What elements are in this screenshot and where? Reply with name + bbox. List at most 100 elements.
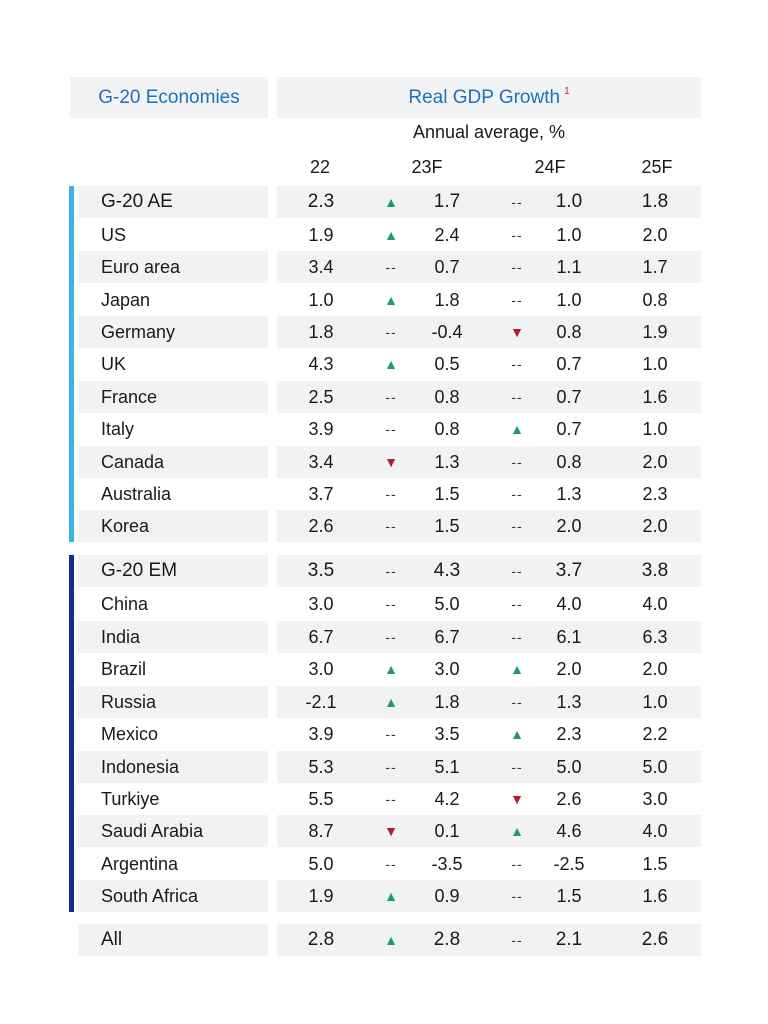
row-label-background [78,686,268,718]
value-25f: 6.3 [642,626,668,647]
trend-23f-unchanged: -- [385,563,397,579]
value-25f: 1.6 [642,885,668,906]
row-values-background [277,621,701,653]
value-25f: 2.0 [642,224,668,245]
table-row: India 6.7 -- 6.7 -- 6.1 6.3 [78,621,701,653]
table-row: Japan 1.0 ▲ 1.8 -- 1.0 0.8 [78,284,701,316]
trend-23f-unchanged: -- [385,856,397,872]
value-23f: 0.7 [434,256,460,277]
value-23f: 1.3 [434,451,460,472]
value-25f: 2.0 [642,451,668,472]
table-title-economies: G-20 Economies [70,77,268,118]
value-25f: 4.0 [642,593,668,614]
value-24f: 0.7 [556,353,582,374]
value-24f: 5.0 [556,756,582,777]
trend-24f-unchanged: -- [511,259,523,275]
value-24f: 2.0 [556,515,582,536]
trend-23f-unchanged: -- [385,421,397,437]
value-23f: 5.0 [434,593,460,614]
value-25f: 1.8 [641,191,669,212]
footnote-marker: 1 [564,86,570,97]
value-25f: 1.6 [642,386,668,407]
economy-name: Indonesia [101,756,180,777]
table-row: Euro area 3.4 -- 0.7 -- 1.1 1.7 [78,251,701,283]
value-22: 1.9 [308,224,334,245]
value-22: 3.4 [308,451,334,472]
table-row: Italy 3.9 -- 0.8 ▲ 0.7 1.0 [78,413,701,445]
trend-24f-up-arrow-icon: ▲ [510,726,524,742]
row-values-background [277,251,701,283]
trend-24f-unchanged: -- [511,292,523,308]
value-24f: 1.1 [556,256,582,277]
value-22: 2.6 [308,515,334,536]
value-23f: -3.5 [431,853,463,874]
trend-24f-unchanged: -- [511,454,523,470]
value-23f: 4.2 [434,788,460,809]
value-24f: 0.7 [556,386,582,407]
table-row: Canada 3.4 ▼ 1.3 -- 0.8 2.0 [78,446,701,478]
trend-23f-up-arrow-icon: ▲ [384,194,398,210]
economy-name: Russia [101,691,157,712]
value-23f: 0.8 [434,386,460,407]
trend-23f-up-arrow-icon: ▲ [384,292,398,308]
value-22: 1.9 [308,885,334,906]
economy-name: US [101,224,127,245]
value-24f: 1.3 [556,691,582,712]
value-24f: 4.0 [556,593,582,614]
value-25f: 3.8 [641,560,669,581]
value-23f: 4.3 [433,560,461,581]
value-22: 4.3 [308,353,334,374]
value-24f: 1.0 [555,191,583,212]
trend-23f-up-arrow-icon: ▲ [384,227,398,243]
trend-23f-down-arrow-icon: ▼ [384,454,398,470]
trend-23f-up-arrow-icon: ▲ [384,356,398,372]
trend-24f-down-arrow-icon: ▼ [510,324,524,340]
trend-24f-unchanged: -- [511,194,523,210]
trend-23f-up-arrow-icon: ▲ [384,888,398,904]
trend-24f-down-arrow-icon: ▼ [510,791,524,807]
value-24f: 4.6 [556,820,582,841]
table-row: Turkiye 5.5 -- 4.2 ▼ 2.6 3.0 [78,783,701,815]
value-25f: 0.8 [642,289,668,310]
economy-name: UK [101,353,127,374]
table-row: Brazil 3.0 ▲ 3.0 ▲ 2.0 2.0 [78,653,701,685]
row-values-background [277,381,701,413]
economy-name: China [101,593,149,614]
row-label-background [78,251,268,283]
trend-23f-up-arrow-icon: ▲ [384,661,398,677]
trend-23f-unchanged: -- [385,259,397,275]
economy-name: Canada [101,451,165,472]
table-row: Saudi Arabia 8.7 ▼ 0.1 ▲ 4.6 4.0 [78,815,701,847]
trend-24f-unchanged: -- [511,629,523,645]
value-24f: 1.3 [556,483,582,504]
value-22: 3.0 [308,658,334,679]
row-values-background [277,880,701,912]
table-row: Mexico 3.9 -- 3.5 ▲ 2.3 2.2 [78,718,701,750]
trend-24f-up-arrow-icon: ▲ [510,421,524,437]
table-row: France 2.5 -- 0.8 -- 0.7 1.6 [78,381,701,413]
trend-24f-up-arrow-icon: ▲ [510,661,524,677]
value-25f: 1.5 [642,853,668,874]
value-24f: 2.0 [556,658,582,679]
value-22: 2.5 [308,386,334,407]
row-label-background [78,555,268,587]
value-22: 3.5 [307,560,335,581]
row-label-background [78,381,268,413]
trend-24f-unchanged: -- [511,486,523,502]
row-label-background [78,751,268,783]
table-row: Australia 3.7 -- 1.5 -- 1.3 2.3 [78,478,701,510]
trend-24f-unchanged: -- [511,389,523,405]
value-25f: 2.2 [642,723,668,744]
value-25f: 2.6 [641,929,669,950]
economy-name: Turkiye [101,788,160,809]
trend-24f-unchanged: -- [511,932,523,948]
value-25f: 5.0 [642,756,668,777]
table-row: Indonesia 5.3 -- 5.1 -- 5.0 5.0 [78,751,701,783]
table-row: Argentina 5.0 -- -3.5 -- -2.5 1.5 [78,848,701,880]
value-25f: 1.0 [642,691,668,712]
value-24f: 3.7 [555,560,583,581]
trend-23f-unchanged: -- [385,486,397,502]
trend-24f-unchanged: -- [511,563,523,579]
value-23f: 1.5 [434,483,460,504]
table-row: All 2.8 ▲ 2.8 -- 2.1 2.6 [78,924,701,956]
